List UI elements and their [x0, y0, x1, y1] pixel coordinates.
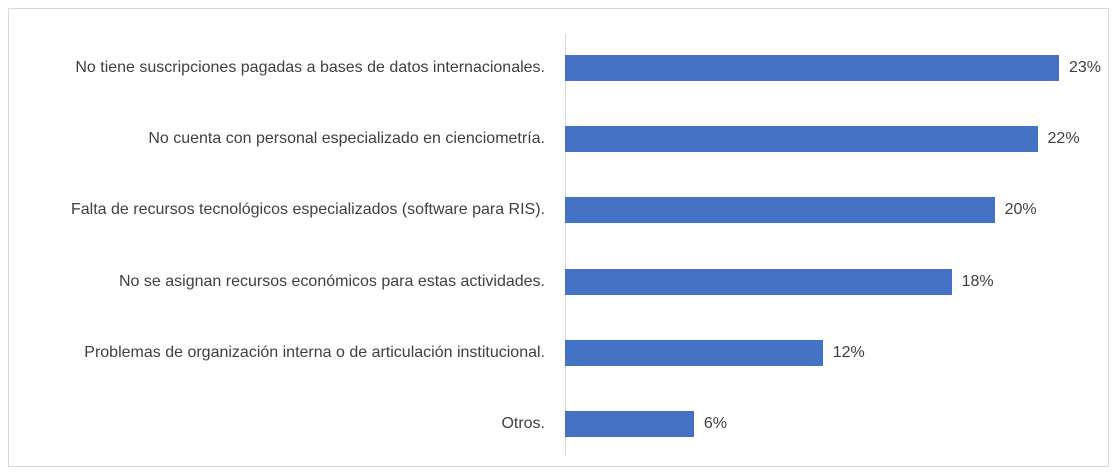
bar	[565, 55, 1059, 81]
category-text: No tiene suscripciones pagadas a bases d…	[75, 59, 545, 76]
category-text: Otros.	[501, 415, 545, 432]
bar	[565, 339, 823, 366]
value-label: 20%	[1004, 201, 1037, 219]
bar	[565, 197, 995, 224]
bar	[565, 411, 694, 437]
category-label: Falta de recursos tecnológicos especiali…	[10, 199, 545, 221]
category-axis	[565, 34, 566, 456]
value-label: 12%	[832, 343, 865, 361]
value-label: 22%	[1047, 130, 1080, 148]
category-label: No se asignan recursos económicos para e…	[10, 271, 545, 293]
bar	[565, 268, 952, 295]
category-label: Problemas de organización interna o de a…	[10, 342, 545, 364]
value-label: 18%	[961, 272, 994, 290]
category-text: No cuenta con personal especializado en …	[148, 130, 545, 148]
value-label: 23%	[1069, 59, 1102, 76]
category-text: Falta de recursos tecnológicos especiali…	[71, 201, 545, 219]
category-label: No tiene suscripciones pagadas a bases d…	[10, 57, 545, 79]
category-text: Problemas de organización interna o de a…	[84, 343, 545, 361]
bar	[565, 126, 1038, 153]
category-text: No se asignan recursos económicos para e…	[119, 272, 545, 290]
category-label: Otros.	[10, 413, 545, 435]
chart-frame	[8, 8, 1109, 467]
category-label: No cuenta con personal especializado en …	[10, 128, 545, 150]
value-label: 6%	[703, 415, 727, 432]
